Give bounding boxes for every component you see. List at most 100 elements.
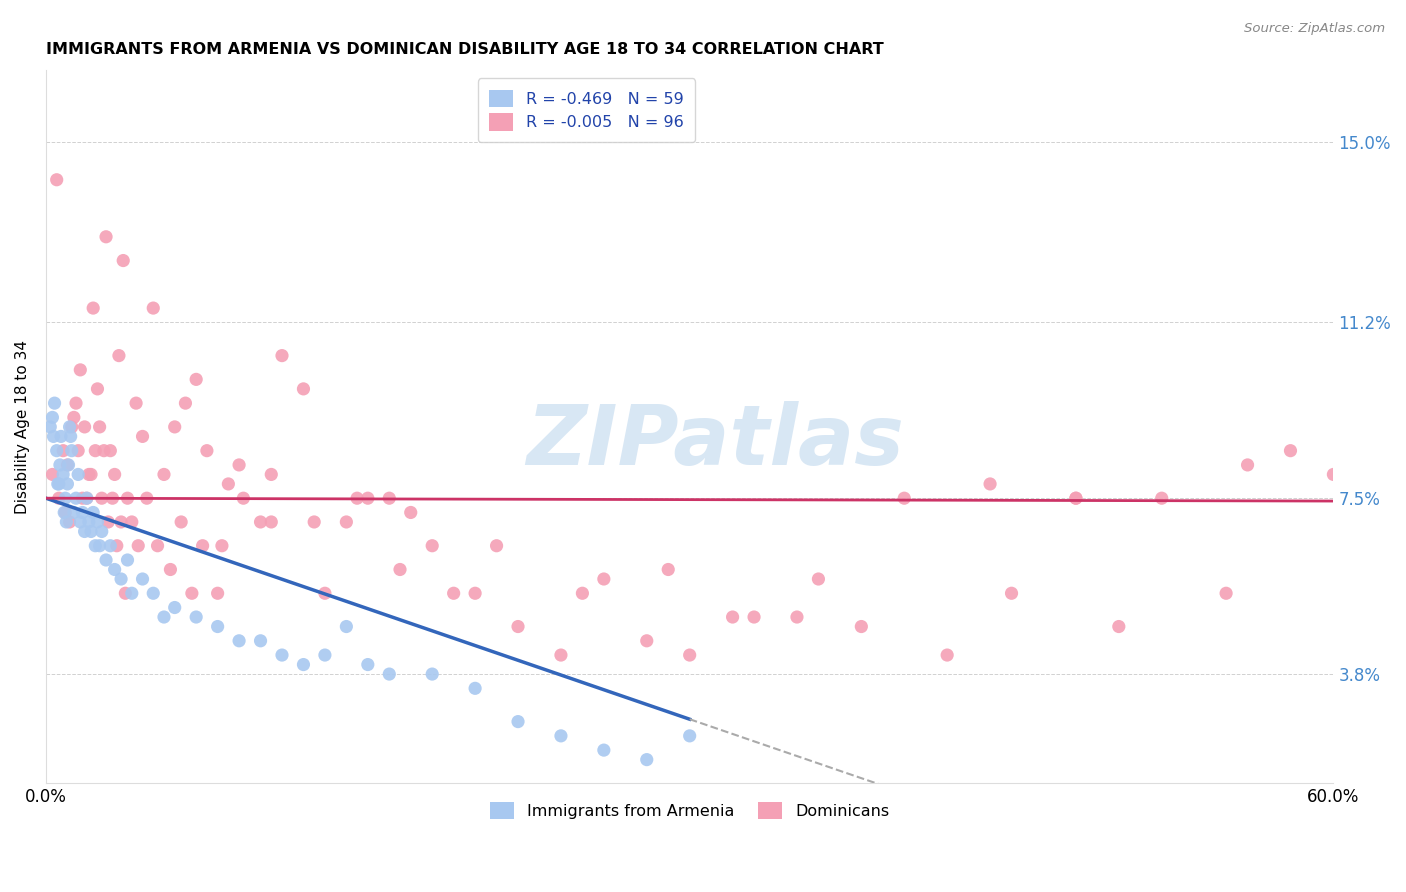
Point	[52, 443, 75, 458]
Point	[378, 667, 401, 681]
Text: ZIPatlas: ZIPatlas	[526, 401, 904, 482]
Point	[207, 619, 229, 633]
Point	[53, 491, 76, 506]
Text: Source: ZipAtlas.com: Source: ZipAtlas.com	[1244, 22, 1385, 36]
Point	[657, 562, 679, 576]
Point	[851, 619, 873, 633]
Point	[65, 491, 87, 506]
Point	[228, 458, 250, 472]
Point	[636, 753, 658, 767]
Point	[39, 420, 62, 434]
Point	[378, 491, 401, 506]
Point	[84, 539, 107, 553]
Point	[112, 253, 135, 268]
Point	[108, 349, 131, 363]
Point	[58, 515, 80, 529]
Point	[59, 429, 82, 443]
Point	[101, 491, 124, 506]
Point	[207, 586, 229, 600]
Point	[335, 515, 357, 529]
Point	[142, 586, 165, 600]
Point	[80, 524, 103, 539]
Point	[180, 586, 202, 600]
Point	[420, 667, 443, 681]
Point	[302, 515, 325, 529]
Point	[104, 562, 127, 576]
Point	[464, 586, 486, 600]
Point	[58, 420, 80, 434]
Point	[271, 648, 294, 662]
Point	[60, 443, 83, 458]
Point	[77, 515, 100, 529]
Point	[58, 458, 80, 472]
Point	[592, 572, 614, 586]
Point	[84, 443, 107, 458]
Point	[1064, 491, 1087, 506]
Point	[104, 467, 127, 482]
Point	[56, 458, 79, 472]
Point	[1322, 467, 1344, 482]
Point	[742, 610, 765, 624]
Point	[232, 491, 254, 506]
Point	[94, 553, 117, 567]
Point	[69, 363, 91, 377]
Point	[125, 396, 148, 410]
Point	[292, 382, 315, 396]
Point	[76, 491, 98, 506]
Point	[45, 173, 67, 187]
Point	[571, 586, 593, 600]
Point	[159, 562, 181, 576]
Point	[48, 491, 70, 506]
Point	[117, 491, 139, 506]
Point	[72, 491, 94, 506]
Point	[49, 458, 72, 472]
Point	[186, 372, 208, 386]
Point	[73, 524, 96, 539]
Point	[163, 600, 186, 615]
Point	[1150, 491, 1173, 506]
Point	[506, 714, 529, 729]
Point	[93, 443, 115, 458]
Point	[82, 301, 104, 315]
Point	[592, 743, 614, 757]
Point	[105, 539, 128, 553]
Point	[86, 382, 108, 396]
Point	[1000, 586, 1022, 600]
Point	[186, 610, 208, 624]
Point	[174, 396, 197, 410]
Point	[110, 572, 132, 586]
Point	[399, 506, 422, 520]
Point	[52, 467, 75, 482]
Point	[94, 229, 117, 244]
Point	[49, 429, 72, 443]
Point	[67, 443, 90, 458]
Point	[55, 515, 77, 529]
Point	[170, 515, 193, 529]
Point	[65, 396, 87, 410]
Point	[420, 539, 443, 553]
Point	[357, 657, 380, 672]
Point	[98, 443, 121, 458]
Point	[721, 610, 744, 624]
Point	[135, 491, 157, 506]
Point	[679, 729, 702, 743]
Point	[44, 396, 66, 410]
Point	[228, 633, 250, 648]
Point	[73, 420, 96, 434]
Point	[97, 515, 120, 529]
Point	[807, 572, 830, 586]
Point	[63, 506, 86, 520]
Point	[69, 515, 91, 529]
Text: IMMIGRANTS FROM ARMENIA VS DOMINICAN DISABILITY AGE 18 TO 34 CORRELATION CHART: IMMIGRANTS FROM ARMENIA VS DOMINICAN DIS…	[46, 42, 884, 57]
Point	[389, 562, 412, 576]
Point	[260, 515, 283, 529]
Point	[117, 553, 139, 567]
Point	[98, 539, 121, 553]
Point	[89, 539, 111, 553]
Point	[217, 477, 239, 491]
Point	[89, 420, 111, 434]
Point	[1279, 443, 1302, 458]
Point	[550, 729, 572, 743]
Point	[443, 586, 465, 600]
Point	[76, 491, 98, 506]
